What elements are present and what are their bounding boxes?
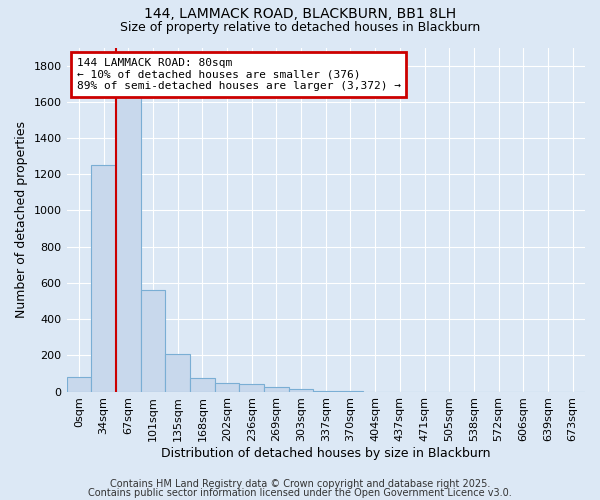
X-axis label: Distribution of detached houses by size in Blackburn: Distribution of detached houses by size … xyxy=(161,447,491,460)
Text: 144 LAMMACK ROAD: 80sqm
← 10% of detached houses are smaller (376)
89% of semi-d: 144 LAMMACK ROAD: 80sqm ← 10% of detache… xyxy=(77,58,401,91)
Bar xyxy=(313,390,338,392)
Text: Contains HM Land Registry data © Crown copyright and database right 2025.: Contains HM Land Registry data © Crown c… xyxy=(110,479,490,489)
Text: 144, LAMMACK ROAD, BLACKBURN, BB1 8LH: 144, LAMMACK ROAD, BLACKBURN, BB1 8LH xyxy=(144,8,456,22)
Bar xyxy=(67,377,91,392)
Bar xyxy=(140,290,165,392)
Bar xyxy=(338,390,363,392)
Bar xyxy=(91,165,116,392)
Text: Contains public sector information licensed under the Open Government Licence v3: Contains public sector information licen… xyxy=(88,488,512,498)
Y-axis label: Number of detached properties: Number of detached properties xyxy=(15,121,28,318)
Bar xyxy=(190,378,215,392)
Bar xyxy=(215,382,239,392)
Bar xyxy=(264,387,289,392)
Bar xyxy=(239,384,264,392)
Text: Size of property relative to detached houses in Blackburn: Size of property relative to detached ho… xyxy=(120,21,480,34)
Bar xyxy=(165,354,190,392)
Bar xyxy=(116,93,140,392)
Bar xyxy=(289,389,313,392)
